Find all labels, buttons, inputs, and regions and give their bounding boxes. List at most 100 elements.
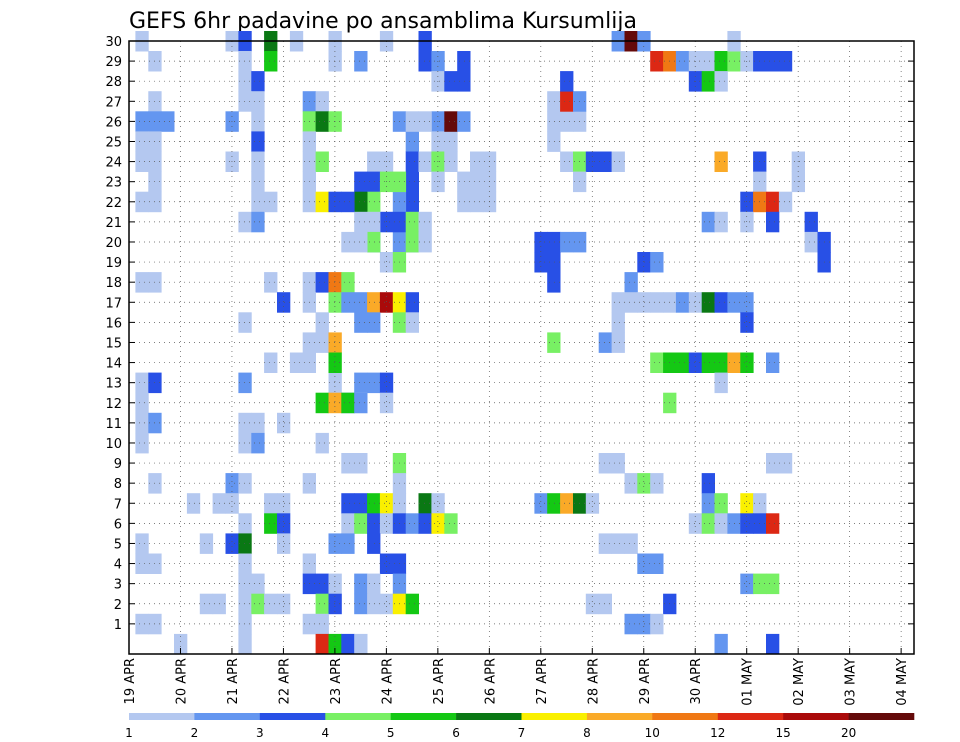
heatmap-cell: [315, 332, 329, 353]
chart-title: GEFS 6hr padavine po ansamblima Kursumli…: [129, 9, 637, 34]
heatmap-cell: [354, 392, 368, 414]
heatmap-cell: [470, 191, 484, 213]
heatmap-cell: [740, 493, 754, 514]
heatmap-cell: [457, 171, 471, 193]
heatmap-cell: [560, 91, 574, 112]
x-tick-label: 25 APR: [432, 658, 447, 704]
heatmap-cell: [238, 412, 252, 434]
heatmap-cell: [598, 151, 612, 172]
heatmap-cell: [354, 633, 368, 655]
heatmap-cell: [289, 352, 304, 373]
heatmap-cell: [264, 191, 278, 213]
color-legend: 1 2 3 4 5 6 7 8 10 12 15 20: [125, 713, 915, 740]
heatmap-cell: [341, 292, 355, 313]
heatmap-cell: [264, 272, 278, 293]
x-tick-label: 02 MAY: [792, 658, 807, 706]
y-tick-label: 20: [105, 236, 122, 251]
heatmap-cell: [637, 292, 651, 313]
heatmap-cell: [379, 211, 394, 233]
heatmap-cell: [560, 111, 574, 132]
heatmap-cell: [379, 292, 394, 313]
y-tick-label: 19: [105, 256, 122, 271]
heatmap-cell: [714, 51, 728, 72]
y-tick-label: 25: [105, 135, 122, 150]
heatmap-cell: [367, 231, 381, 253]
heatmap-cell: [328, 633, 342, 655]
grid-lines: [128, 40, 914, 654]
heatmap-cell: [624, 613, 638, 635]
heatmap-cell: [315, 272, 329, 293]
heatmap-cell: [135, 151, 149, 172]
heatmap-cell: [367, 573, 381, 595]
heatmap-cell: [611, 332, 625, 353]
legend-label: 12: [710, 726, 725, 740]
y-tick-label: 24: [105, 156, 122, 171]
y-tick-label: 16: [105, 316, 122, 331]
heatmap-cell: [405, 513, 419, 534]
heatmap-cell: [238, 593, 252, 615]
heatmap-cell: [135, 392, 149, 414]
heatmap-cell: [367, 211, 381, 233]
heatmap-cell: [379, 593, 394, 615]
heatmap-cell: [135, 191, 149, 213]
heatmap-cell: [598, 593, 612, 615]
heatmap-cell: [251, 151, 265, 172]
heatmap-cell: [161, 111, 175, 132]
x-tick-label: 21 APR: [226, 658, 241, 704]
heatmap-cell: [367, 513, 381, 534]
heatmap-cell: [714, 633, 728, 655]
heatmap-cell: [238, 513, 252, 534]
x-tick-label: 26 APR: [483, 658, 498, 704]
heatmap-cell: [405, 131, 419, 152]
heatmap-cell: [135, 553, 149, 574]
legend-swatch: [652, 713, 718, 720]
heatmap-cell: [135, 533, 149, 554]
heatmap-cell: [701, 493, 715, 514]
heatmap-cell: [740, 211, 754, 233]
heatmap-cell: [457, 71, 471, 92]
heatmap-cell: [354, 513, 368, 534]
heatmap-cell: [714, 292, 728, 313]
heatmap-cell: [277, 513, 291, 534]
heatmap-cell: [315, 613, 329, 635]
heatmap-cell: [444, 513, 458, 534]
legend-swatch: [717, 713, 784, 720]
heatmap-cell: [534, 493, 548, 514]
legend-label: 8: [583, 726, 591, 740]
x-tick-label: 30 APR: [689, 658, 704, 704]
heatmap-cell: [277, 593, 291, 615]
heatmap-cell: [135, 111, 149, 132]
heatmap-cell: [264, 352, 278, 373]
heatmap-cell: [547, 91, 561, 112]
heatmap-cell: [328, 573, 342, 595]
heatmap-cell: [560, 231, 574, 253]
y-tick-label: 1: [114, 618, 122, 633]
heatmap-cell: [675, 352, 690, 373]
heatmap-cell: [328, 292, 342, 313]
heatmap-cell: [225, 493, 239, 514]
heatmap-cell: [328, 332, 342, 353]
heatmap-cell: [766, 51, 780, 72]
heatmap-cell: [804, 211, 818, 233]
heatmap-cell: [367, 372, 381, 394]
heatmap-cell: [354, 573, 368, 595]
x-tick-label: 24 APR: [380, 658, 395, 704]
legend-swatch: [521, 713, 588, 720]
y-tick-label: 8: [114, 477, 122, 492]
heatmap-cell: [804, 231, 818, 253]
heatmap-cell: [624, 272, 638, 293]
heatmap-cell: [650, 51, 664, 72]
y-tick-label: 13: [105, 377, 122, 392]
heatmap-cell: [611, 151, 625, 172]
heatmap-cell: [315, 191, 329, 213]
heatmap-cell: [379, 513, 394, 534]
heatmap-cell: [315, 633, 329, 655]
heatmap-cell: [341, 633, 355, 655]
heatmap-cell: [598, 533, 612, 554]
heatmap-cell: [650, 292, 664, 313]
heatmap-cell: [444, 111, 458, 132]
y-axis: 1234567891011121314151617181920212223242…: [105, 35, 914, 633]
heatmap-cell: [444, 71, 458, 92]
heatmap-cell: [637, 473, 651, 494]
x-tick-label: 01 MAY: [741, 658, 756, 706]
